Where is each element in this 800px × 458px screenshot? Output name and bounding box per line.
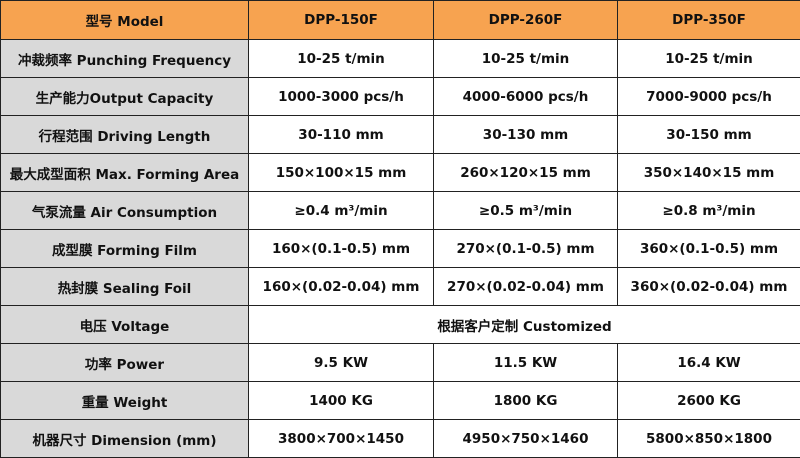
spec-value: 11.5 KW <box>434 344 618 382</box>
spec-value: 150×100×15 mm <box>249 154 434 192</box>
row-label: 生产能力Output Capacity <box>1 78 249 116</box>
row-label: 冲裁频率 Punching Frequency <box>1 40 249 78</box>
spec-value: 30-110 mm <box>249 116 434 154</box>
header-cell: DPP-350F <box>618 1 800 40</box>
spec-value: 1800 KG <box>434 382 618 420</box>
row-label: 成型膜 Forming Film <box>1 230 249 268</box>
row-label: 重量 Weight <box>1 382 249 420</box>
spec-value: 1400 KG <box>249 382 434 420</box>
row-label: 电压 Voltage <box>1 306 249 344</box>
row-label: 机器尺寸 Dimension (mm) <box>1 420 249 458</box>
spec-value: ≥0.4 m³/min <box>249 192 434 230</box>
row-label: 热封膜 Sealing Foil <box>1 268 249 306</box>
spec-value: 3800×700×1450 <box>249 420 434 458</box>
spec-value: 16.4 KW <box>618 344 800 382</box>
row-label: 功率 Power <box>1 344 249 382</box>
row-label: 气泵流量 Air Consumption <box>1 192 249 230</box>
spec-value: 350×140×15 mm <box>618 154 800 192</box>
spec-value: 2600 KG <box>618 382 800 420</box>
spec-value: 4950×750×1460 <box>434 420 618 458</box>
spec-value: 根据客户定制 Customized <box>249 306 800 344</box>
spec-value: 10-25 t/min <box>249 40 434 78</box>
spec-value: 10-25 t/min <box>434 40 618 78</box>
spec-value: 360×(0.1-0.5) mm <box>618 230 800 268</box>
spec-value: 160×(0.1-0.5) mm <box>249 230 434 268</box>
header-cell: 型号 Model <box>1 1 249 40</box>
header-cell: DPP-260F <box>434 1 618 40</box>
spec-value: 160×(0.02-0.04) mm <box>249 268 434 306</box>
spec-row: 气泵流量 Air Consumption≥0.4 m³/min≥0.5 m³/m… <box>1 192 800 230</box>
header-cell: DPP-150F <box>249 1 434 40</box>
row-label: 行程范围 Driving Length <box>1 116 249 154</box>
spec-value: 5800×850×1800 <box>618 420 800 458</box>
spec-value: 10-25 t/min <box>618 40 800 78</box>
spec-value: ≥0.8 m³/min <box>618 192 800 230</box>
spec-value: 270×(0.1-0.5) mm <box>434 230 618 268</box>
spec-value: ≥0.5 m³/min <box>434 192 618 230</box>
spec-value: 30-130 mm <box>434 116 618 154</box>
row-label: 最大成型面积 Max. Forming Area <box>1 154 249 192</box>
spec-value: 360×(0.02-0.04) mm <box>618 268 800 306</box>
spec-value: 4000-6000 pcs/h <box>434 78 618 116</box>
spec-value: 270×(0.02-0.04) mm <box>434 268 618 306</box>
spec-value: 7000-9000 pcs/h <box>618 78 800 116</box>
spec-value: 260×120×15 mm <box>434 154 618 192</box>
spec-value: 9.5 KW <box>249 344 434 382</box>
spec-value: 1000-3000 pcs/h <box>249 78 434 116</box>
spec-value: 30-150 mm <box>618 116 800 154</box>
